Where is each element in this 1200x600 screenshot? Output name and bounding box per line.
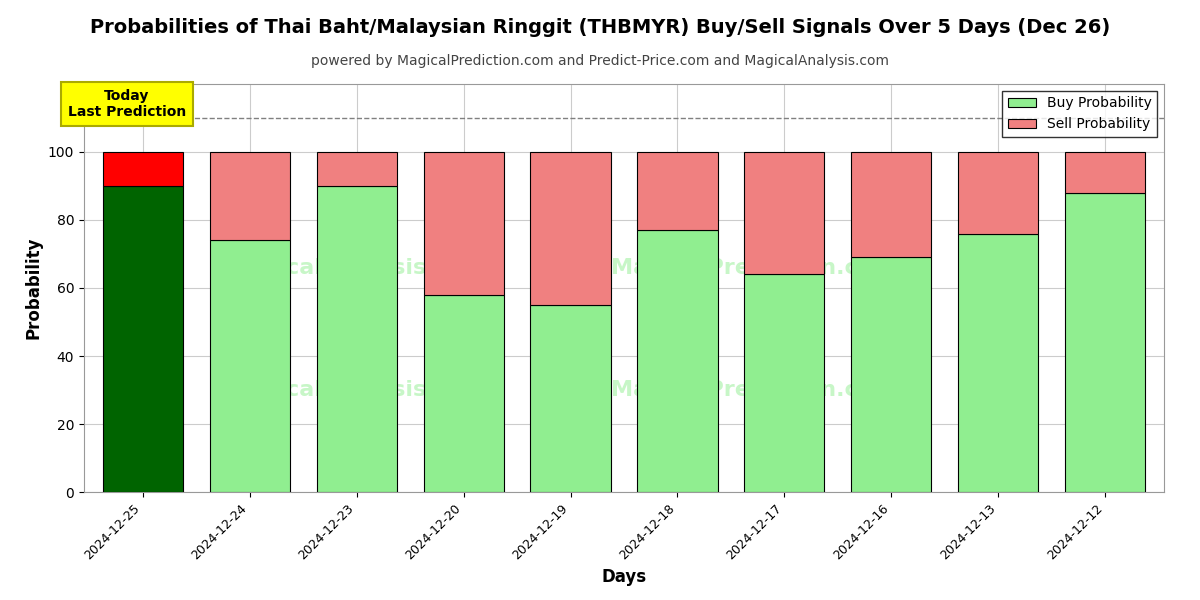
Bar <box>744 152 824 274</box>
Bar <box>1066 193 1145 492</box>
Bar <box>530 305 611 492</box>
Bar <box>103 152 182 186</box>
Bar <box>851 257 931 492</box>
Text: Today
Last Prediction: Today Last Prediction <box>67 89 186 119</box>
Bar <box>851 152 931 257</box>
Bar <box>424 295 504 492</box>
Legend: Buy Probability, Sell Probability: Buy Probability, Sell Probability <box>1002 91 1157 137</box>
Bar <box>210 152 290 241</box>
Text: calAnalysis.com: calAnalysis.com <box>286 380 487 400</box>
Bar <box>103 186 182 492</box>
Text: calAnalysis.com: calAnalysis.com <box>286 257 487 278</box>
Text: MagicalPrediction.com: MagicalPrediction.com <box>611 257 896 278</box>
Bar <box>210 241 290 492</box>
Bar <box>1066 152 1145 193</box>
Y-axis label: Probability: Probability <box>24 237 42 339</box>
Bar <box>637 152 718 230</box>
X-axis label: Days: Days <box>601 568 647 586</box>
Bar <box>637 230 718 492</box>
Text: powered by MagicalPrediction.com and Predict-Price.com and MagicalAnalysis.com: powered by MagicalPrediction.com and Pre… <box>311 54 889 68</box>
Bar <box>958 152 1038 233</box>
Bar <box>317 186 397 492</box>
Bar <box>744 274 824 492</box>
Text: MagicalPrediction.com: MagicalPrediction.com <box>611 380 896 400</box>
Bar <box>958 233 1038 492</box>
Bar <box>530 152 611 305</box>
Bar <box>424 152 504 295</box>
Text: Probabilities of Thai Baht/Malaysian Ringgit (THBMYR) Buy/Sell Signals Over 5 Da: Probabilities of Thai Baht/Malaysian Rin… <box>90 18 1110 37</box>
Bar <box>317 152 397 186</box>
